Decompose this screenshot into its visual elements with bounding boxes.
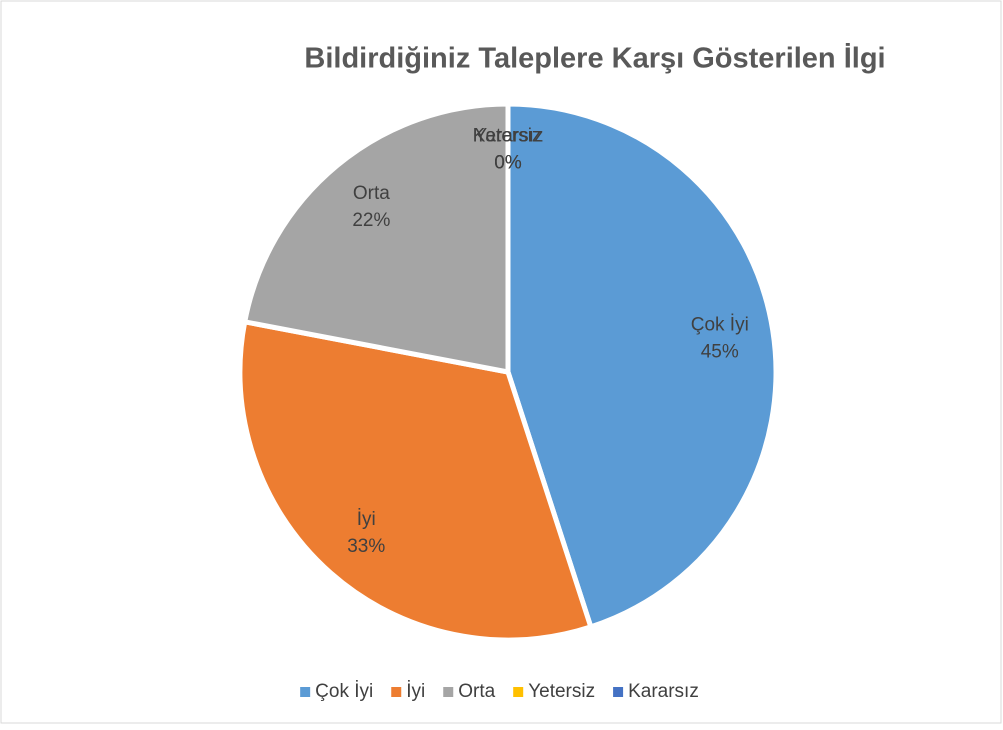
legend-swatch xyxy=(443,687,454,697)
legend-label: Orta xyxy=(458,681,495,702)
legend-swatch xyxy=(513,687,524,697)
data-label-value: 22% xyxy=(352,210,390,231)
legend-swatch xyxy=(613,687,624,697)
legend-label: Kararsız xyxy=(628,681,699,702)
legend-label: İyi xyxy=(406,681,425,702)
data-label-name: Çok İyi xyxy=(691,314,749,335)
data-label-name: Kararsız xyxy=(473,126,544,147)
legend-swatch xyxy=(300,687,311,697)
legend-label: Çok İyi xyxy=(315,681,373,702)
legend: Çok İyi İyi Orta Yetersiz Kararsız xyxy=(300,681,699,702)
pie-slice xyxy=(505,101,779,631)
legend-label: Yetersiz xyxy=(528,681,595,702)
legend-swatch xyxy=(391,687,402,697)
data-label-name: Yetersiz xyxy=(475,126,542,147)
data-label-name: İyi xyxy=(357,509,376,530)
data-label-value: 45% xyxy=(701,341,739,362)
pie-slice xyxy=(241,101,511,376)
data-label-value: 33% xyxy=(347,536,385,557)
data-label-value: 0% xyxy=(494,153,522,174)
data-label-value: 0% xyxy=(494,153,522,174)
pie-slice xyxy=(237,318,594,643)
data-label-name: Orta xyxy=(353,183,390,204)
chart-title: Bildirdiğiniz Taleplere Karşı Gösterilen… xyxy=(304,43,885,75)
